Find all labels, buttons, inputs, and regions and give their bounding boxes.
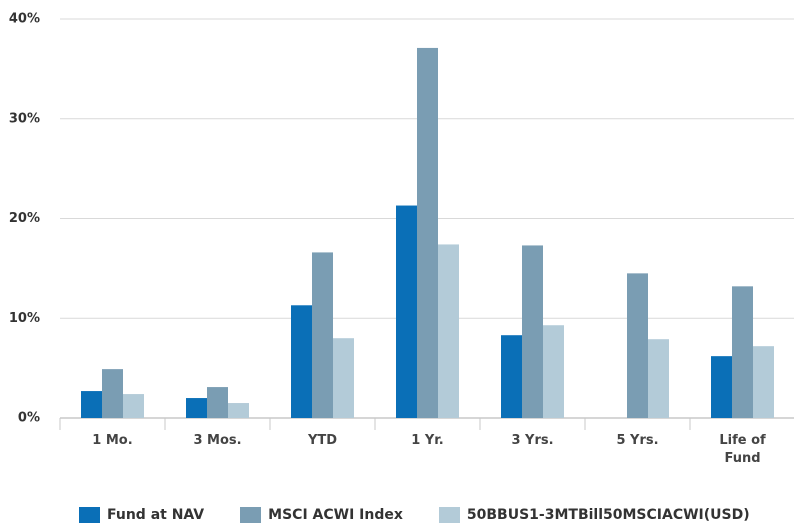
bar <box>291 305 312 418</box>
bar <box>186 398 207 418</box>
y-tick-label: 30% <box>9 111 40 126</box>
y-tick-label: 40% <box>9 12 40 27</box>
legend-item: 50BBUS1-3MTBill50MSCIACWI(USD) <box>438 507 750 523</box>
x-tick-label: 1 Mo. <box>92 433 133 448</box>
legend-label: Fund at NAV <box>107 507 205 523</box>
x-tick-label: 3 Mos. <box>193 433 242 448</box>
x-tick-label: Life of Fund <box>719 433 766 466</box>
bar <box>627 273 648 418</box>
legend-swatch <box>79 507 100 523</box>
bar <box>81 391 102 418</box>
bar <box>501 335 522 418</box>
bar <box>543 325 564 418</box>
x-tick-label: 5 Yrs. <box>616 433 659 448</box>
legend-label: 50BBUS1-3MTBill50MSCIACWI(USD) <box>466 507 750 523</box>
bar <box>102 369 123 418</box>
legend-item: MSCI ACWI Index <box>240 507 403 523</box>
y-tick-label: 20% <box>9 211 40 226</box>
legend-item: Fund at NAV <box>79 507 204 523</box>
bar <box>123 394 144 418</box>
bar <box>711 356 732 418</box>
x-tick-label: YTD <box>307 433 338 448</box>
bar <box>417 47 438 419</box>
bar <box>333 338 354 418</box>
legend-swatch <box>240 507 262 523</box>
y-tick-label: 10% <box>9 311 40 326</box>
bar <box>522 245 543 418</box>
bar <box>312 252 333 418</box>
y-tick-label: 0% <box>18 411 40 426</box>
chart: 0% 10% 20% 30% 40% <box>9 12 794 430</box>
bar <box>396 205 417 418</box>
legend-swatch <box>438 507 460 523</box>
legend: Fund at NAV MSCI ACWI Index 50BBUS1-3MTBil… <box>79 507 750 523</box>
bar <box>207 387 228 418</box>
x-tick-label: 3 Yrs. <box>511 433 554 448</box>
x-tick-label: 1 Yr. <box>411 433 444 448</box>
bar <box>732 286 753 418</box>
bar <box>648 339 669 418</box>
bar <box>753 346 774 418</box>
legend-label: MSCI ACWI Index <box>268 507 403 523</box>
bar <box>438 244 459 418</box>
bar <box>228 403 249 418</box>
